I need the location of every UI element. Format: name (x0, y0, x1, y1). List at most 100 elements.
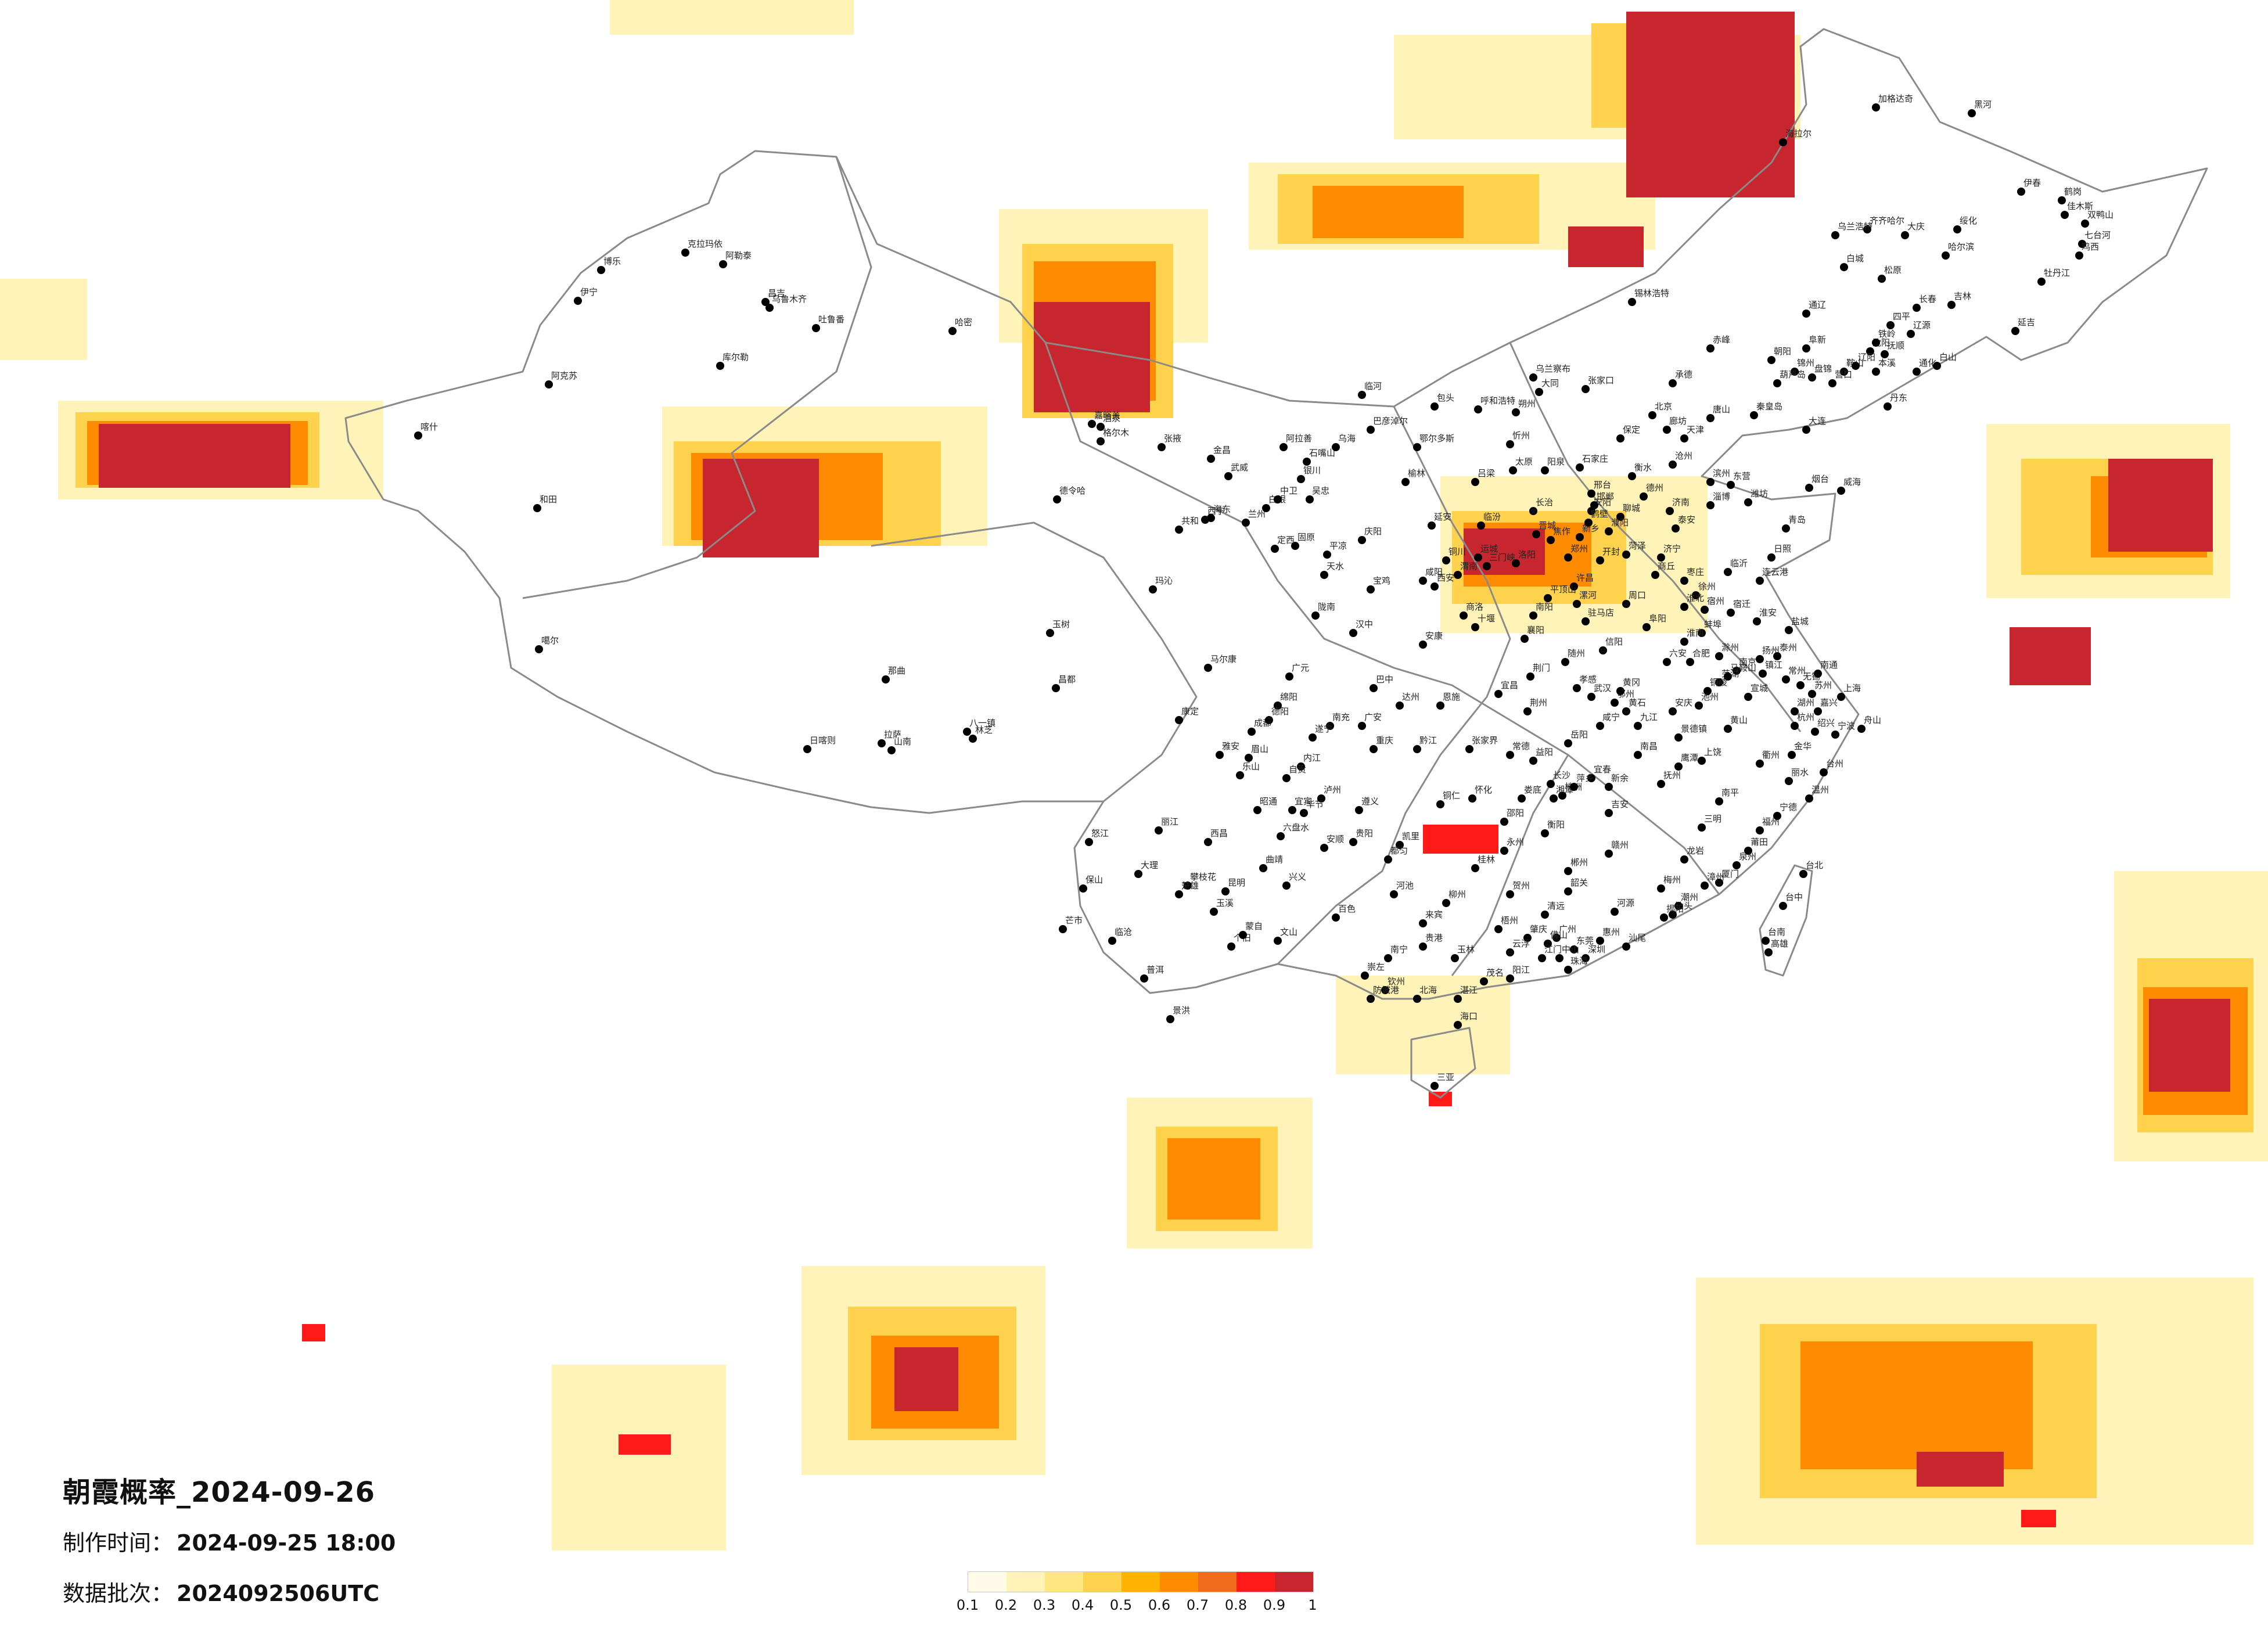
city-dot (1680, 638, 1688, 646)
city-marker: 衡阳 (1541, 819, 1565, 837)
city-label: 大连 (1809, 416, 1826, 426)
city-label: 丽江 (1161, 816, 1178, 827)
city-marker: 黔江 (1413, 735, 1437, 753)
city-dot (1622, 600, 1630, 608)
city-dot (1605, 527, 1613, 535)
city-dot (1430, 1082, 1439, 1090)
city-label: 商洛 (1466, 602, 1483, 612)
city-marker: 通辽 (1802, 300, 1826, 318)
city-marker: 凯里 (1396, 831, 1419, 849)
city-label: 阿克苏 (551, 370, 577, 381)
city-label: 攀枝花 (1190, 872, 1216, 882)
city-label: 梧州 (1501, 915, 1518, 926)
city-label: 乐山 (1242, 761, 1260, 772)
city-dot (1184, 882, 1192, 890)
city-label: 马鞍山 (1730, 663, 1756, 673)
city-dot (1521, 635, 1529, 643)
city-marker: 阜新 (1802, 334, 1826, 352)
city-marker: 库尔勒 (716, 352, 749, 370)
city-dot (1953, 225, 1961, 233)
city-marker: 淮安 (1753, 607, 1777, 625)
city-dot (1358, 536, 1366, 544)
city-marker: 秦皇岛 (1750, 401, 1782, 419)
city-marker: 青岛 (1782, 515, 1806, 533)
city-label: 宜昌 (1501, 680, 1518, 690)
city-dot (1401, 478, 1410, 486)
city-dot (1552, 934, 1561, 942)
city-dot (1686, 658, 1694, 666)
city-dot (1706, 501, 1715, 509)
inner-border-4 (1277, 406, 1511, 965)
city-label: 宿迁 (1733, 599, 1751, 609)
city-label: 连云港 (1762, 567, 1788, 577)
city-label: 四平 (1893, 311, 1910, 322)
city-dot (1532, 530, 1540, 538)
city-label: 海口 (1460, 1011, 1478, 1021)
city-marker: 锡林浩特 (1628, 288, 1669, 306)
city-marker: 西宁 (1201, 506, 1225, 524)
city-marker: 惠州 (1596, 927, 1620, 945)
city-marker: 攀枝花 (1184, 872, 1216, 890)
city-label: 阜新 (1809, 334, 1826, 345)
taiwan-outline (1759, 864, 1813, 977)
city-label: 宣城 (1751, 683, 1768, 693)
city-dot (1413, 745, 1421, 753)
city-dot (963, 728, 971, 736)
city-dot (1332, 913, 1340, 922)
city-marker: 邢台 (1587, 480, 1611, 498)
city-label: 楚雄 (1181, 880, 1199, 891)
city-marker: 格尔木 (1097, 427, 1129, 445)
city-dot (1550, 794, 1558, 803)
city-label: 银川 (1303, 465, 1321, 476)
city-label: 松原 (1884, 265, 1902, 275)
city-dot (1660, 913, 1668, 922)
city-label: 共和 (1181, 516, 1199, 526)
city-dot (1788, 751, 1796, 759)
city-dot (1666, 507, 1674, 515)
city-marker: 舟山 (1857, 715, 1881, 733)
city-label: 佛山 (1550, 930, 1568, 940)
city-dot (1361, 972, 1369, 980)
city-label: 临沧 (1115, 927, 1132, 937)
city-label: 丹东 (1890, 393, 1907, 403)
city-marker: 德阳 (1265, 706, 1289, 724)
city-marker: 杭州 (1791, 712, 1814, 730)
city-dot (1762, 937, 1770, 945)
city-marker: 平顶山 (1544, 584, 1576, 602)
city-label: 乌兰浩特 (1838, 221, 1872, 232)
city-label: 抚顺 (1887, 340, 1904, 351)
city-label: 荆州 (1530, 697, 1547, 708)
city-label: 都匀 (1390, 846, 1408, 856)
city-dot (1724, 725, 1732, 733)
city-label: 南宁 (1390, 944, 1408, 955)
city-label: 黔江 (1419, 735, 1437, 746)
city-label: 德州 (1646, 483, 1663, 493)
city-dot (1715, 652, 1723, 660)
city-label: 保山 (1086, 875, 1103, 885)
city-label: 南京 (1739, 657, 1756, 667)
made-time-value: 2024-09-25 18:00 (177, 1530, 396, 1556)
city-label: 高雄 (1771, 938, 1788, 949)
city-dot (1840, 263, 1848, 271)
city-label: 衢州 (1762, 750, 1780, 760)
city-marker: 汉中 (1349, 619, 1373, 637)
city-marker: 芒市 (1059, 915, 1083, 933)
city-marker: 滨州 (1706, 468, 1730, 486)
city-dot (1320, 571, 1328, 579)
city-dot (1799, 870, 1807, 878)
city-label: 文山 (1280, 927, 1297, 937)
city-label: 呼和浩特 (1480, 395, 1515, 406)
city-marker: 泉州 (1733, 851, 1756, 869)
city-dot (1796, 681, 1805, 689)
city-marker: 赤峰 (1706, 334, 1730, 352)
city-label: 鸡西 (2082, 242, 2099, 252)
city-marker: 宜昌 (1494, 680, 1518, 698)
city-marker: 大庆 (1901, 221, 1925, 239)
city-dot (1454, 995, 1462, 1003)
city-dot (1872, 103, 1880, 111)
city-label: 珠海 (1570, 956, 1588, 966)
city-label: 葫芦岛 (1780, 369, 1806, 380)
city-dot (1271, 545, 1279, 553)
legend-tick: 0.8 (1224, 1597, 1248, 1613)
city-label: 三亚 (1437, 1072, 1454, 1082)
